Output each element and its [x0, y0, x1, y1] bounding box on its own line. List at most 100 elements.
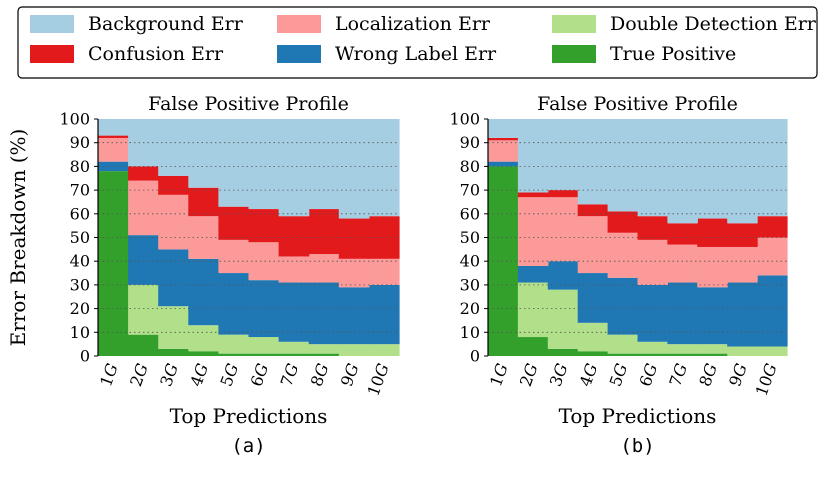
bar-background-err-7g [667, 119, 698, 224]
x-axis-label: Top Predictions [559, 404, 717, 428]
y-tick-label-20: 20 [70, 299, 90, 318]
bar-double-detection-err-9g [338, 344, 370, 356]
bar-true-positive-3g [158, 348, 189, 356]
bar-confusion-err-2g [128, 166, 159, 181]
bar-confusion-err-1g [98, 135, 129, 138]
bar-confusion-err-2g [517, 192, 549, 198]
bar-confusion-err-7g [278, 216, 310, 257]
bar-true-positive-3g [547, 348, 579, 356]
bar-background-err-1g [488, 119, 519, 138]
y-tick-label-60: 60 [460, 204, 480, 223]
series-true-positive [98, 171, 340, 356]
bar-true-positive-5g [218, 353, 250, 356]
bar-localization-err-6g [637, 239, 668, 285]
bar-wrong-label-err-10g [757, 275, 788, 347]
bar-double-detection-err-6g [637, 341, 668, 354]
panel-caption: (b) [620, 435, 654, 457]
bar-background-err-10g [368, 119, 400, 217]
bar-background-err-6g [248, 119, 280, 210]
bar-confusion-err-6g [248, 209, 280, 243]
bar-localization-err-7g [667, 244, 698, 283]
bar-wrong-label-err-9g [727, 282, 758, 347]
bar-background-err-9g [727, 119, 758, 224]
bar-background-err-5g [218, 119, 250, 207]
bar-confusion-err-9g [727, 223, 758, 247]
bar-double-detection-err-8g [308, 344, 340, 354]
y-tick-label-10: 10 [70, 323, 90, 342]
y-tick-label-20: 20 [460, 299, 480, 318]
bar-wrong-label-err-3g [547, 261, 579, 290]
bar-confusion-err-1g [488, 137, 519, 141]
y-tick-label-70: 70 [70, 181, 90, 200]
bar-wrong-label-err-8g [308, 282, 340, 345]
bar-localization-err-4g [577, 216, 609, 274]
bar-localization-err-8g [308, 254, 340, 283]
bar-true-positive-8g [697, 353, 728, 356]
bar-confusion-err-3g [547, 190, 579, 198]
x-tick-label-2g: 2G [126, 361, 152, 389]
bar-localization-err-5g [607, 232, 639, 278]
series-double-detection-err [128, 284, 400, 356]
bar-background-err-8g [697, 119, 728, 219]
series-background-err [98, 119, 400, 219]
legend-label-localization-err: Localization Err [335, 13, 491, 35]
gridlines [98, 142, 399, 333]
x-tick-label-5g: 5G [606, 361, 632, 389]
legend-swatch-double-detection-err [552, 15, 596, 33]
legend-swatch-localization-err [277, 15, 321, 33]
series-localization-err [98, 137, 400, 288]
bar-true-positive-6g [637, 353, 668, 356]
x-tick-label-8g: 8G [307, 361, 333, 389]
bar-confusion-err-6g [637, 216, 668, 240]
y-tick-label-80: 80 [460, 157, 480, 176]
y-tick-label-90: 90 [460, 133, 480, 152]
bar-wrong-label-err-10g [368, 284, 400, 345]
bar-wrong-label-err-1g [488, 161, 519, 167]
bar-localization-err-10g [757, 237, 788, 276]
bar-wrong-label-err-5g [607, 277, 639, 335]
x-tick-label-4g: 4G [576, 361, 602, 389]
bar-double-detection-err-4g [188, 325, 219, 352]
bar-confusion-err-4g [188, 187, 219, 217]
bar-localization-err-3g [547, 197, 579, 262]
legend-swatch-confusion-err [30, 45, 74, 63]
x-axis-label: Top Predictions [170, 404, 328, 428]
series-wrong-label-err [488, 161, 788, 347]
bar-wrong-label-err-6g [637, 284, 668, 342]
bar-wrong-label-err-2g [517, 265, 549, 283]
bar-confusion-err-5g [218, 206, 250, 240]
y-tick-label-100: 100 [449, 110, 480, 129]
legend-label-confusion-err: Confusion Err [88, 43, 224, 65]
chart-title: False Positive Profile [537, 93, 738, 115]
bar-double-detection-err-10g [757, 346, 788, 356]
bar-background-err-1g [98, 119, 129, 136]
bar-wrong-label-err-8g [697, 287, 728, 345]
y-tick-label-90: 90 [70, 133, 90, 152]
x-tick-label-6g: 6G [635, 361, 661, 389]
bar-true-positive-2g [128, 334, 159, 356]
legend: Background Err Localization Err Double Det… [17, 6, 818, 79]
series-background-err [488, 119, 788, 224]
x-tick-label-10g: 10G [364, 361, 393, 399]
bar-confusion-err-8g [697, 218, 728, 247]
y-tick-label-10: 10 [460, 323, 480, 342]
bar-localization-err-1g [98, 137, 129, 162]
bars [488, 119, 788, 356]
bar-confusion-err-10g [757, 216, 788, 238]
bar-wrong-label-err-7g [278, 282, 310, 342]
bar-wrong-label-err-2g [128, 235, 159, 285]
bar-true-positive-7g [278, 353, 310, 356]
bar-double-detection-err-5g [218, 334, 250, 354]
x-tick-label-9g: 9G [337, 361, 363, 389]
bar-double-detection-err-2g [128, 284, 159, 335]
legend-label-true-positive: True Positive [610, 43, 736, 65]
bar-background-err-5g [607, 119, 639, 212]
y-tick-label-30: 30 [70, 275, 90, 294]
bar-background-err-8g [308, 119, 340, 210]
legend-swatch-true-positive [552, 45, 596, 63]
legend-frame [17, 6, 818, 79]
bar-double-detection-err-2g [517, 282, 549, 338]
